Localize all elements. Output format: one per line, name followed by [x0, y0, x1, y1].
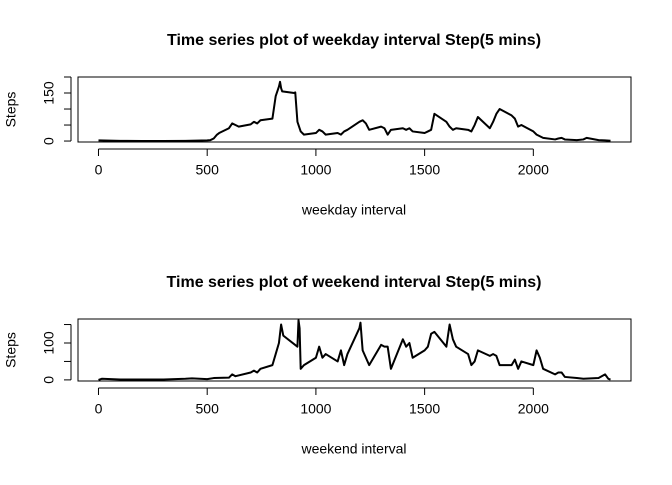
x-tick-label: 0 [95, 162, 103, 178]
x-tick-label: 500 [196, 162, 220, 178]
y-tick-label: 0 [41, 376, 57, 384]
chart-title: Time series plot of weekday interval Ste… [167, 32, 541, 49]
x-tick-label: 0 [95, 401, 103, 417]
data-line [98, 80, 611, 142]
y-tick-label: 150 [41, 81, 57, 105]
x-tick-label: 1000 [300, 162, 331, 178]
x-axis-label: weekday interval [301, 202, 406, 218]
x-axis-label: weekend interval [300, 441, 406, 457]
plot-box [77, 318, 632, 382]
y-tick-label: 0 [41, 137, 57, 145]
plot-box [77, 76, 632, 143]
data-line [98, 319, 611, 381]
x-tick-label: 1500 [409, 401, 440, 417]
x-tick-label: 1000 [300, 401, 331, 417]
x-tick-label: 1500 [409, 162, 440, 178]
x-tick-label: 2000 [518, 162, 549, 178]
chart-title: Time series plot of weekend interval Ste… [167, 274, 542, 291]
y-axis-label: Steps [3, 92, 19, 128]
x-tick-label: 500 [196, 401, 220, 417]
y-axis-label: Steps [3, 332, 19, 368]
y-tick-label: 100 [41, 331, 57, 355]
x-tick-label: 2000 [518, 401, 549, 417]
